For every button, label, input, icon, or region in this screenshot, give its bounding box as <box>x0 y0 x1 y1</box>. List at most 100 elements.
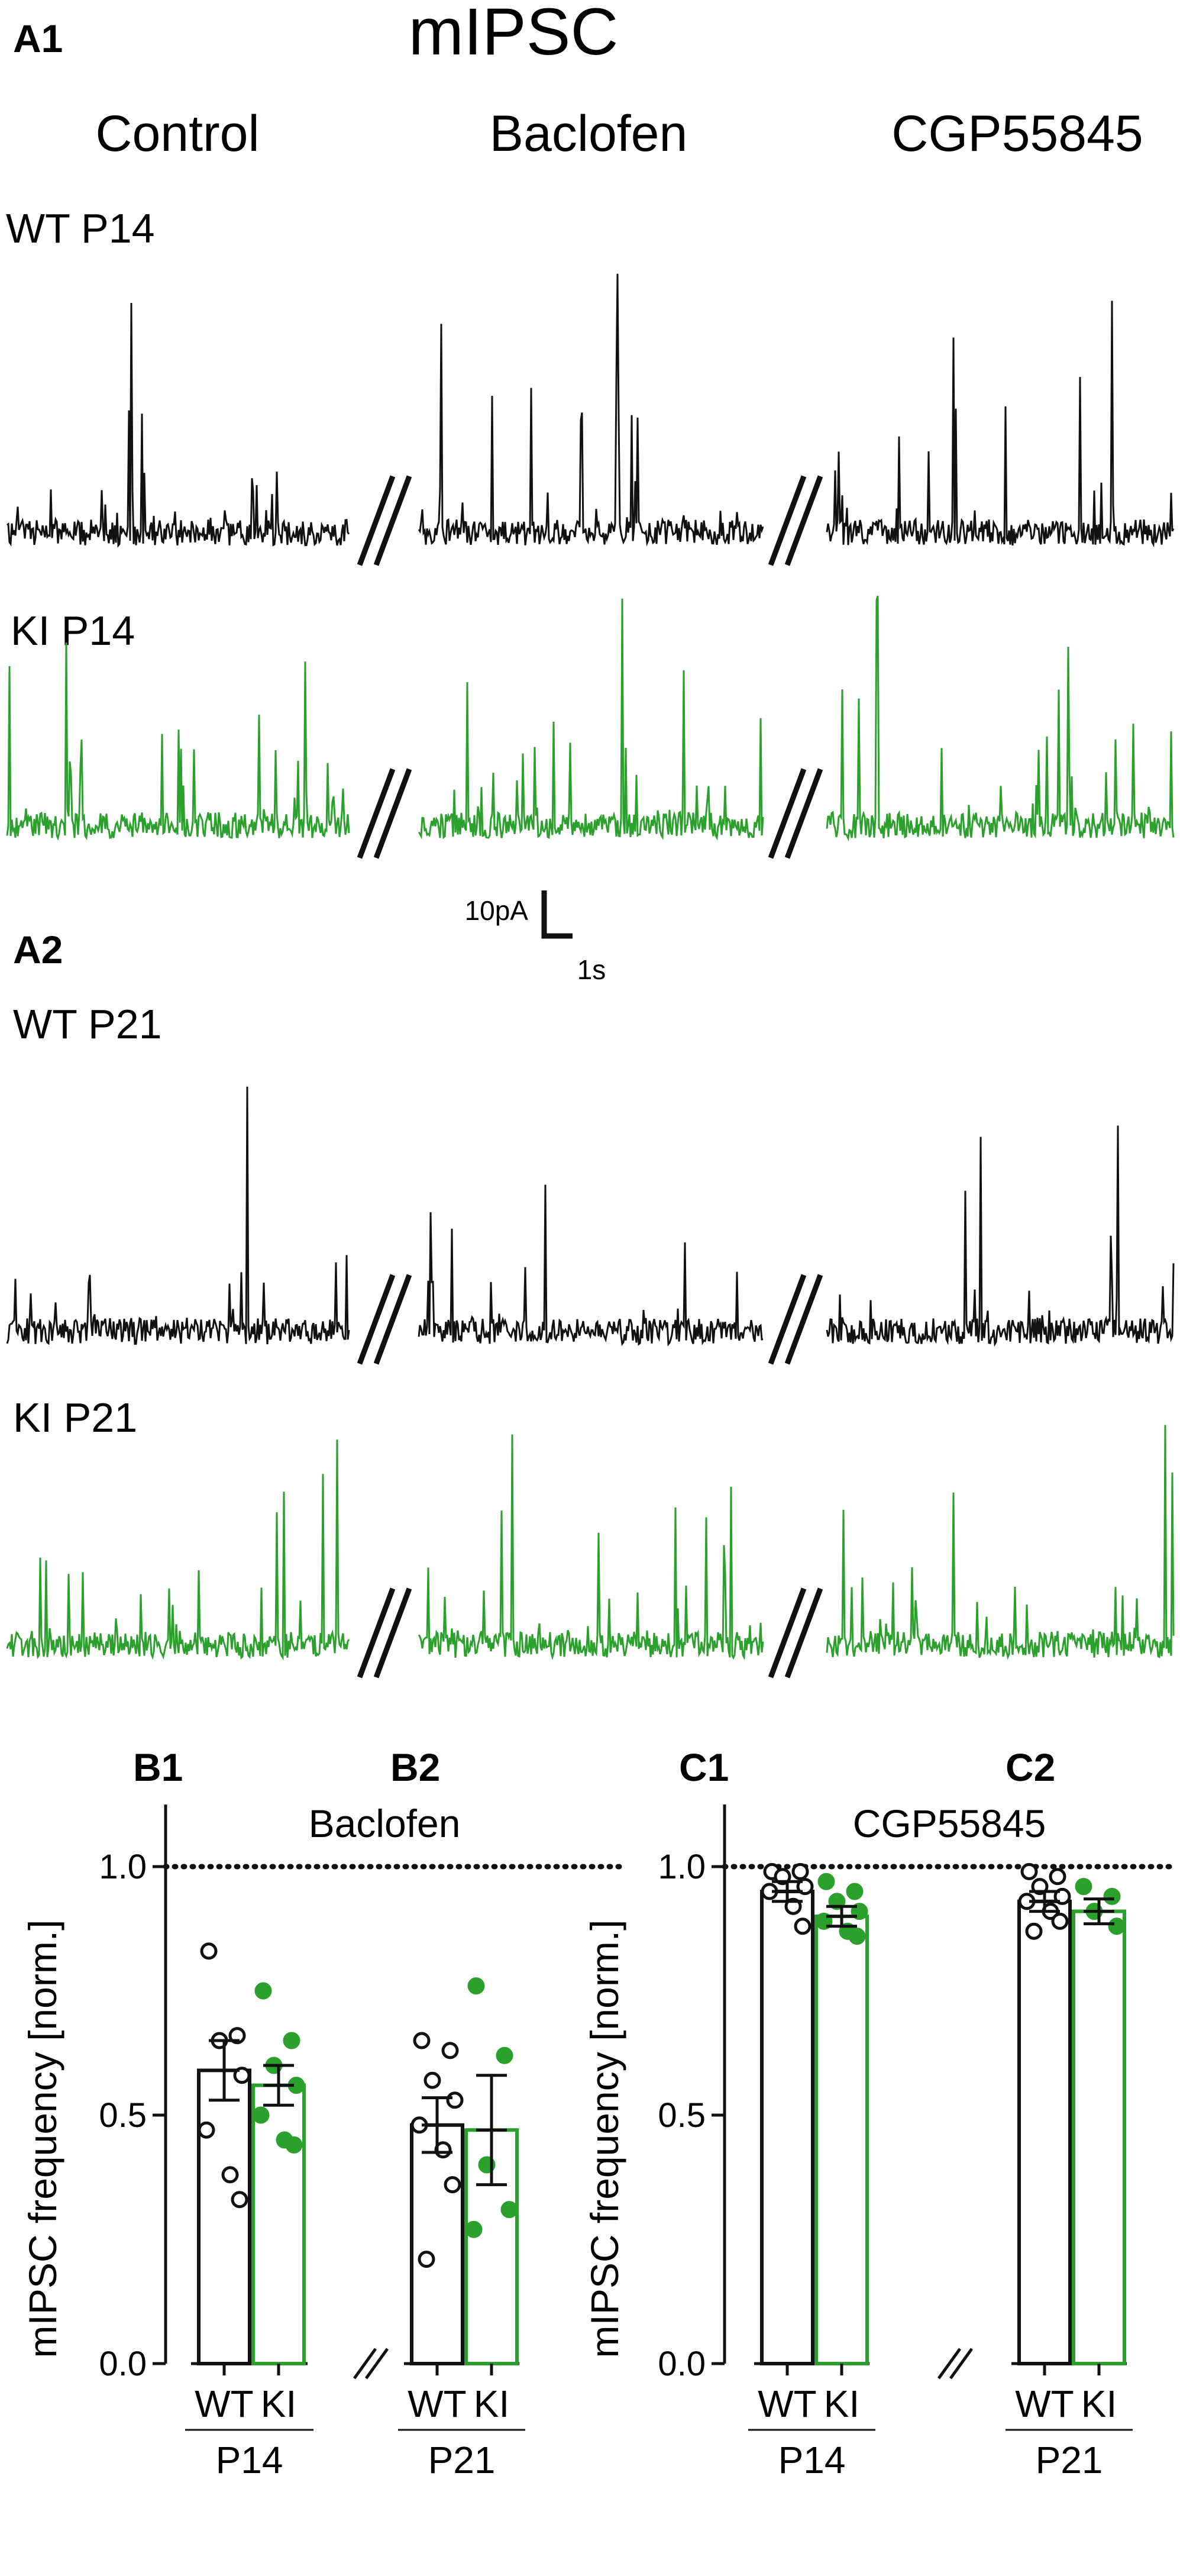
break-mark <box>357 475 412 566</box>
break-mark <box>357 768 412 859</box>
break-mark <box>768 475 823 566</box>
data-point <box>1108 1918 1126 1935</box>
group-age-label: P14 <box>778 2439 846 2481</box>
trace-wt-p21-1 <box>418 1184 764 1347</box>
column-label-baclofen: Baclofen <box>490 105 688 162</box>
trace-wt-p21-0 <box>6 1086 350 1345</box>
error-bar <box>1029 1890 1060 1913</box>
panel-label-c2: C2 <box>1006 1745 1055 1789</box>
group-age-label: P21 <box>1036 2439 1103 2481</box>
data-point <box>1051 1912 1069 1930</box>
data-point <box>446 2091 464 2109</box>
data-point <box>500 2201 518 2219</box>
data-point <box>200 1942 218 1960</box>
bar-p14-wt <box>197 2068 251 2365</box>
data-point <box>221 2166 239 2184</box>
break-mark <box>357 1587 412 1678</box>
trace-ki-p14-2 <box>826 595 1175 842</box>
chart-title: Baclofen <box>309 1802 461 1845</box>
column-label-cgp55845: CGP55845 <box>891 105 1143 162</box>
y-tick-label: 0.0 <box>99 2345 147 2383</box>
scale-bar-shape <box>541 890 573 939</box>
break-mark <box>357 1274 412 1365</box>
data-point <box>231 2191 248 2209</box>
data-point <box>465 2220 483 2238</box>
break-mark <box>768 1587 823 1678</box>
row-label-ki-p21: KI P21 <box>13 1394 137 1441</box>
y-tick-label: 1.0 <box>658 1848 706 1886</box>
trace-ki-p21-2 <box>826 1425 1175 1660</box>
data-point <box>283 2032 300 2049</box>
data-point <box>198 2121 215 2139</box>
error-bar <box>826 1904 857 1928</box>
column-label-control: Control <box>95 105 259 162</box>
x-axis-break <box>937 2348 974 2380</box>
group-age-label: P21 <box>428 2439 496 2481</box>
data-point <box>254 1982 272 2000</box>
data-point <box>1049 1868 1066 1886</box>
category-label: KI <box>261 2383 296 2425</box>
category-label: KI <box>1081 2383 1117 2425</box>
error-bar <box>1084 1897 1114 1926</box>
bar-p21-ki <box>1072 1909 1126 2366</box>
trace-wt-p21-2 <box>826 1125 1175 1347</box>
data-point <box>1020 1862 1038 1880</box>
data-point <box>413 2032 431 2049</box>
trace-wt-p14-1 <box>418 273 764 547</box>
panel-label-c1: C1 <box>679 1745 729 1789</box>
category-label: WT <box>195 2383 254 2425</box>
category-label: WT <box>408 2383 467 2425</box>
data-point <box>252 2106 270 2124</box>
trace-area <box>6 273 1175 1678</box>
bar-charts: Baclofen mIPSC frequency [norm.] 0.0 0.5 1.0… <box>21 1802 1180 2481</box>
data-point <box>791 1862 809 1880</box>
data-point <box>1103 1887 1121 1905</box>
chart-cgp55845: CGP55845 mIPSC frequency [norm.] 0.0 0.5 1.0… <box>583 1802 1180 2481</box>
data-point <box>418 2251 435 2268</box>
error-bar <box>772 1880 803 1903</box>
break-mark <box>768 1274 823 1365</box>
trace-ki-p14-1 <box>418 598 764 841</box>
data-point <box>1025 1922 1043 1940</box>
data-point <box>285 2136 303 2154</box>
y-tick-label: 1.0 <box>99 1848 147 1886</box>
category-label: WT <box>1015 2383 1074 2425</box>
bar-p14-ki <box>814 1915 869 2365</box>
data-point <box>423 2071 441 2089</box>
data-point <box>817 1873 835 1890</box>
data-point <box>467 1977 485 1995</box>
y-axis-label: mIPSC frequency [norm.] <box>583 1920 626 2358</box>
data-point <box>441 2042 459 2059</box>
y-tick-label: 0.5 <box>658 2096 706 2135</box>
data-point <box>794 1918 812 1935</box>
trace-ki-p14-0 <box>6 642 350 841</box>
panel-label-b1: B1 <box>133 1745 183 1789</box>
data-point <box>496 2046 513 2064</box>
category-label: KI <box>474 2383 509 2425</box>
error-bar <box>263 2064 294 2107</box>
bar-p14-wt <box>760 1890 814 2365</box>
scale-bar: 10pA 1s <box>465 890 606 985</box>
bar-p14-ki <box>251 2083 306 2366</box>
chart-baclofen: Baclofen mIPSC frequency [norm.] 0.0 0.5 1.0… <box>21 1802 624 2481</box>
break-mark <box>768 768 823 859</box>
trace-wt-p14-0 <box>7 302 350 548</box>
panel-label-b2: B2 <box>390 1745 440 1789</box>
data-point <box>846 1883 864 1900</box>
data-point <box>848 1928 866 1945</box>
data-point <box>1075 1878 1092 1896</box>
scale-bar-y-label: 10pA <box>465 895 529 926</box>
y-tick-label: 0.0 <box>658 2345 706 2383</box>
trace-wt-p14-2 <box>826 301 1175 548</box>
category-label: KI <box>824 2383 859 2425</box>
chart-title: CGP55845 <box>853 1802 1046 1845</box>
figure-title: mIPSC <box>409 0 619 69</box>
error-bar <box>422 2096 452 2154</box>
y-tick-label: 0.5 <box>99 2096 147 2135</box>
bar-p21-wt <box>1017 1899 1072 2366</box>
row-label-wt-p21: WT P21 <box>13 1001 162 1047</box>
y-axis-label: mIPSC frequency [norm.] <box>21 1920 64 2358</box>
row-label-ki-p14: KI P14 <box>11 608 135 654</box>
row-label-wt-p14: WT P14 <box>6 205 155 251</box>
